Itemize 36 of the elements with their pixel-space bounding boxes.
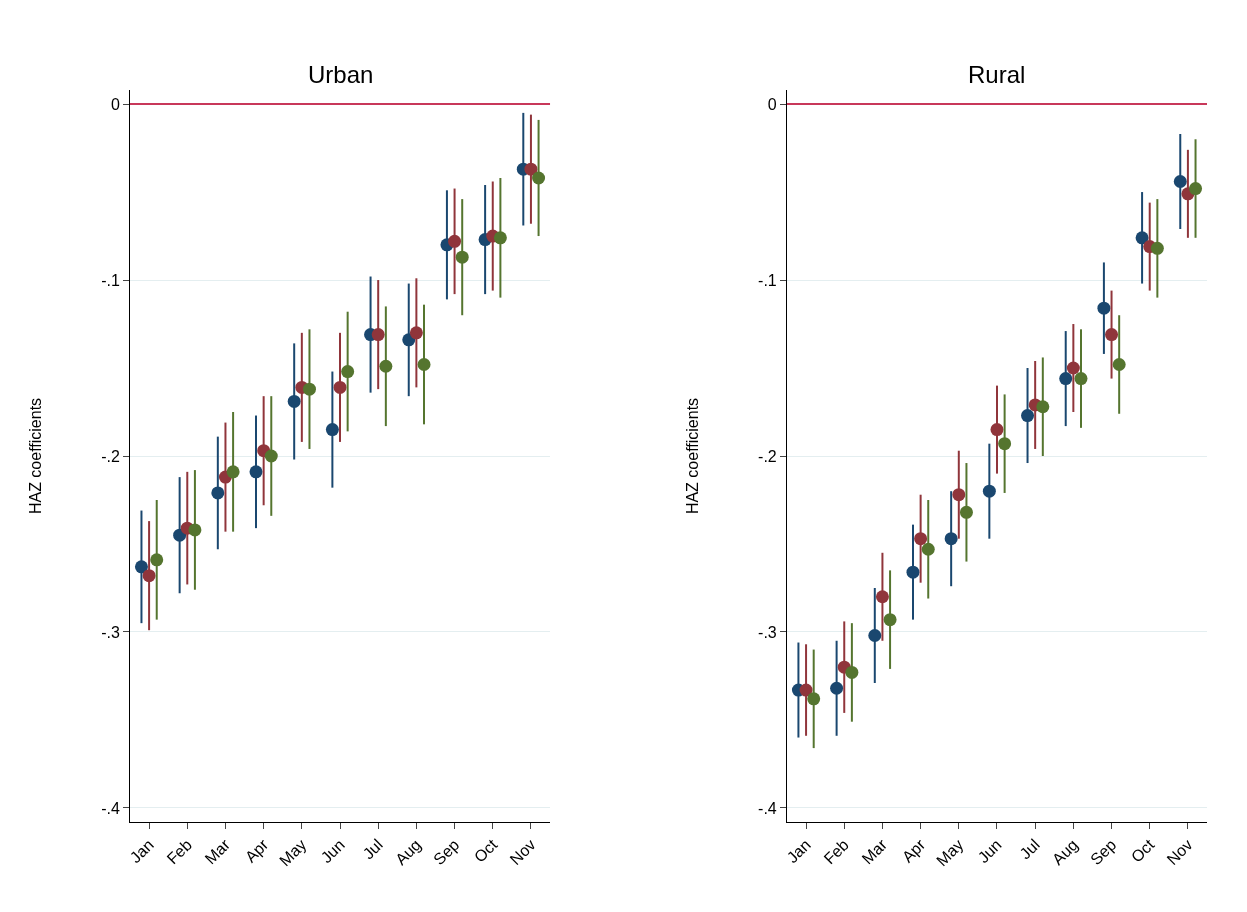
y-tick-label: 0 <box>110 95 120 113</box>
y-axis-title: HAZ coefficients <box>684 397 701 515</box>
y-tick-label: -.1 <box>101 271 120 289</box>
x-tick-label: Feb <box>820 835 853 868</box>
y-tick-label: -.1 <box>758 271 777 289</box>
y-tick-label: -.2 <box>101 447 120 465</box>
y-axis-title: HAZ coefficients <box>27 397 45 515</box>
x-tick-label: Jan <box>126 835 157 867</box>
x-tick-label: Nov <box>506 835 539 869</box>
x-tick-label: Apr <box>898 835 929 866</box>
y-tick-label: 0 <box>767 95 777 113</box>
x-tick-label: Mar <box>858 835 891 868</box>
x-tick-label: Jul <box>359 835 386 863</box>
x-tick-label: Jul <box>1016 835 1043 863</box>
x-tick-label: Aug <box>1048 835 1082 869</box>
chart-title: Rural <box>968 61 1026 88</box>
x-tick-label: May <box>276 835 310 870</box>
y-tick-label: -.4 <box>101 799 120 817</box>
x-tick-label: Feb <box>163 835 196 868</box>
x-tick-label: Jun <box>974 835 1005 867</box>
x-tick-label: Jun <box>317 835 348 867</box>
x-tick-label: Sep <box>430 835 463 869</box>
x-tick-label: Mar <box>201 835 234 868</box>
y-tick-label: -.2 <box>758 447 777 465</box>
x-tick-label: Apr <box>241 835 272 866</box>
x-tick-label: May <box>933 835 967 870</box>
x-tick-label: Oct <box>1127 835 1158 866</box>
x-tick-label: Oct <box>470 835 501 866</box>
y-tick-label: -.3 <box>101 623 120 641</box>
x-tick-label: Sep <box>1087 835 1120 869</box>
x-tick-label: Jan <box>783 835 814 867</box>
chart-title: Urban <box>308 61 374 88</box>
x-tick-label: Aug <box>392 835 425 869</box>
y-tick-label: -.4 <box>758 799 777 817</box>
y-tick-label: -.3 <box>758 623 777 641</box>
x-tick-label: Nov <box>1163 835 1196 869</box>
